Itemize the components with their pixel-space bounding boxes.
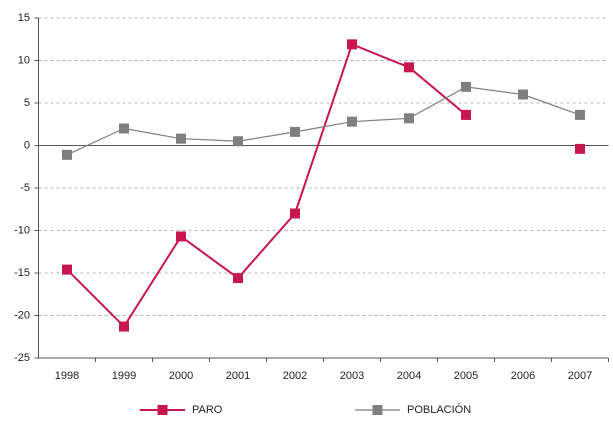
marker	[119, 321, 129, 332]
x-tick-label: 2001	[226, 370, 250, 382]
y-tick-label: 10	[18, 54, 30, 66]
marker	[290, 126, 300, 137]
marker	[575, 143, 585, 154]
y-tick-label: -20	[14, 309, 30, 321]
series-line	[66, 86, 581, 156]
y-tick-label: -10	[14, 224, 30, 236]
x-tick-label: 1999	[112, 370, 136, 382]
marker	[62, 149, 72, 160]
y-tick-label: 0	[24, 139, 30, 151]
marker	[119, 123, 129, 134]
marker	[404, 62, 414, 73]
marker	[404, 113, 414, 124]
y-tick-label: -5	[20, 182, 30, 194]
y-tick-label: 5	[24, 97, 30, 109]
legend-marker	[372, 405, 383, 415]
legend-marker	[157, 405, 168, 415]
marker	[233, 273, 243, 284]
series-line	[67, 44, 580, 326]
legend-label: PARO	[192, 404, 223, 416]
x-tick-label: 1998	[55, 370, 79, 382]
y-tick-label: 15	[18, 12, 30, 24]
marker	[347, 116, 357, 127]
marker	[575, 109, 585, 120]
y-tick-label: -25	[14, 352, 30, 364]
marker	[290, 208, 300, 219]
marker	[176, 133, 186, 144]
x-tick-label: 2002	[283, 370, 307, 382]
legend-label: POBLACIÓN	[407, 403, 471, 416]
marker	[62, 264, 72, 275]
x-tick-label: 2003	[340, 370, 364, 382]
marker	[461, 81, 471, 92]
marker	[233, 136, 243, 147]
x-tick-label: 2004	[397, 370, 421, 382]
x-tick-label: 2006	[511, 370, 535, 382]
x-tick-label: 2005	[454, 370, 478, 382]
marker	[347, 39, 357, 50]
marker	[518, 89, 528, 100]
x-tick-label: 2007	[568, 370, 592, 382]
y-tick-label: -15	[14, 267, 30, 279]
marker	[176, 231, 186, 242]
x-tick-label: 2000	[169, 370, 193, 382]
marker	[461, 109, 471, 120]
